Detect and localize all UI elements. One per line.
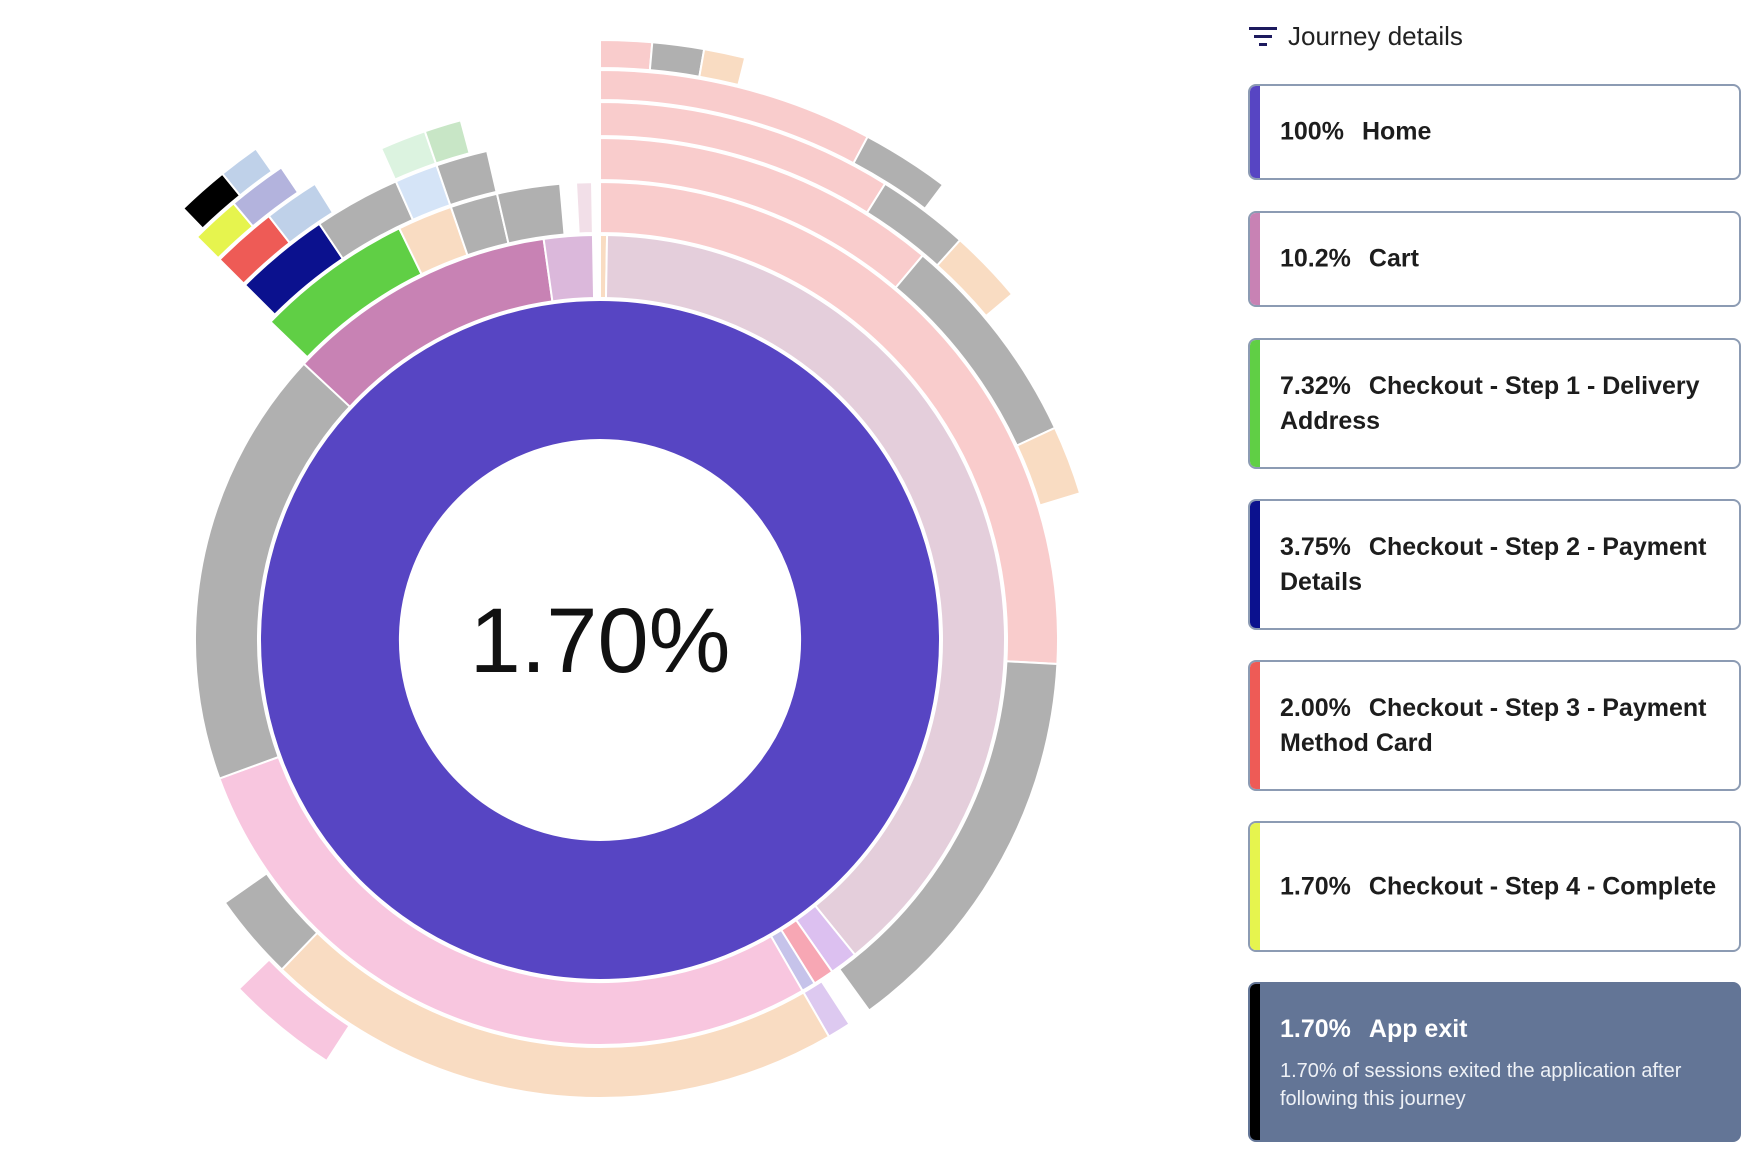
card-color-bar	[1250, 213, 1260, 305]
journey-details-title: Journey details	[1288, 20, 1463, 51]
sunburst-segment-level-2-4[interactable]	[223, 872, 319, 971]
card-color-bar	[1250, 662, 1260, 789]
journey-card-app-exit[interactable]: 1.70% App exit 1.70% of sessions exited t…	[1248, 982, 1741, 1142]
card-label: Checkout - Step 4 - Complete	[1368, 872, 1717, 900]
card-description: 1.70% of sessions exited the application…	[1280, 1060, 1682, 1110]
sunburst-segment-level-0-0[interactable]	[259, 298, 941, 982]
sunburst-segment-level-2-8[interactable]	[495, 182, 566, 245]
journey-card-cart[interactable]: 10.2% Cart	[1248, 211, 1741, 307]
sunburst-segment-level-6-4[interactable]	[221, 147, 274, 197]
center-percentage: 1.70%	[470, 590, 731, 692]
sunburst-segments	[181, 38, 1082, 1099]
card-percentage: 3.75%	[1280, 532, 1351, 561]
sunburst-segment-level-6-2[interactable]	[698, 47, 747, 87]
card-label: Home	[1361, 117, 1432, 146]
card-percentage: 1.70%	[1280, 872, 1351, 900]
card-color-bar	[1250, 501, 1260, 628]
journey-sunburst-chart: 1.70%	[181, 38, 1082, 1099]
sunburst-segment-level-4-4[interactable]	[267, 182, 335, 245]
sunburst-segment-level-2-9[interactable]	[574, 181, 594, 235]
journey-details-panel: Journey details 100% Home 10.2% Cart 7.32%…	[1248, 0, 1748, 1176]
card-color-bar	[1250, 984, 1260, 1140]
sunburst-segment-level-4-6[interactable]	[423, 119, 471, 165]
card-label: Checkout - Step 1 - Delivery Address	[1280, 371, 1700, 435]
card-label: App exit	[1368, 1015, 1468, 1043]
filter-icon	[1249, 27, 1277, 46]
journey-card-checkout-step-2[interactable]: 3.75% Checkout - Step 2 - Payment Details	[1248, 499, 1741, 630]
card-color-bar	[1250, 340, 1260, 467]
sunburst-segment-level-6-0[interactable]	[599, 38, 654, 72]
card-percentage: 10.2%	[1280, 244, 1351, 273]
card-percentage: 7.32%	[1280, 371, 1351, 400]
journey-card-checkout-step-1[interactable]: 7.32% Checkout - Step 1 - Delivery Addres…	[1248, 338, 1741, 469]
card-percentage: 100%	[1280, 117, 1344, 146]
card-percentage: 2.00%	[1280, 693, 1351, 722]
sunburst-segment-level-2-1[interactable]	[837, 660, 1059, 1012]
sunburst-segment-level-1-1[interactable]	[604, 234, 1006, 957]
sunburst-segment-level-3-2[interactable]	[1015, 426, 1082, 507]
sunburst-segment-level-6-1[interactable]	[648, 41, 706, 78]
card-color-bar	[1250, 823, 1260, 950]
sunburst-segment-level-3-3[interactable]	[237, 958, 351, 1063]
card-percentage: 1.70%	[1280, 1015, 1351, 1043]
journey-card-checkout-step-4[interactable]: 1.70% Checkout - Step 4 - Complete	[1248, 821, 1741, 952]
sunburst-segment-level-5-3[interactable]	[232, 166, 300, 228]
card-label: Cart	[1368, 244, 1419, 273]
sunburst-segment-level-5-1[interactable]	[852, 135, 945, 211]
journey-card-checkout-step-3[interactable]: 2.00% Checkout - Step 3 - Payment Method …	[1248, 660, 1741, 791]
card-color-bar	[1250, 86, 1260, 178]
card-label: Checkout - Step 2 - Payment Details	[1280, 532, 1707, 596]
sunburst-segment-level-1-8[interactable]	[542, 234, 596, 303]
sunburst-segment-level-3-7[interactable]	[435, 149, 498, 207]
sunburst-segment-level-4-2[interactable]	[935, 238, 1014, 318]
journey-card-home[interactable]: 100% Home	[1248, 84, 1741, 180]
card-label: Checkout - Step 3 - Payment Method Card	[1280, 693, 1707, 757]
journey-details-header[interactable]: Journey details	[1248, 12, 1463, 60]
